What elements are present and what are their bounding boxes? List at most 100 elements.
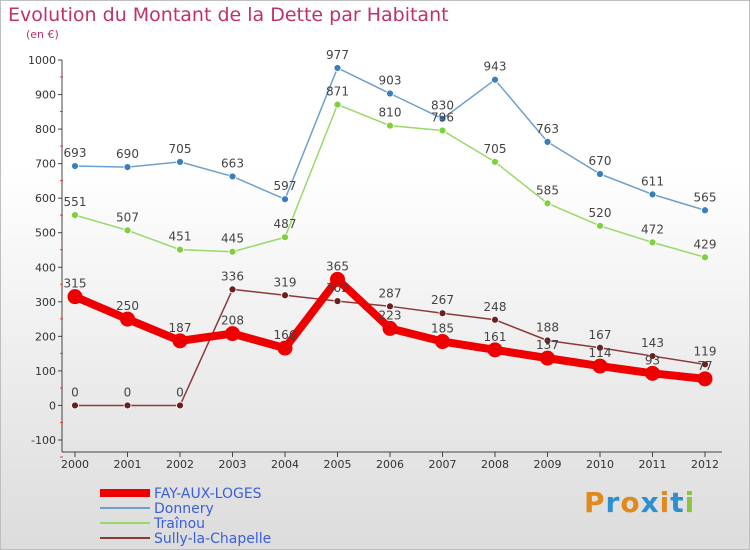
data-point [330, 271, 345, 287]
data-label: 137 [536, 338, 559, 352]
x-tick-label: 2002 [166, 458, 194, 471]
legend-label: FAY-AUX-LOGES [154, 486, 262, 502]
data-point [281, 233, 289, 242]
y-tick-label: 800 [35, 123, 56, 136]
data-label: 187 [169, 321, 192, 335]
data-label: 871 [326, 85, 349, 99]
data-point [645, 365, 660, 381]
data-label: 693 [64, 146, 87, 160]
data-point [543, 137, 552, 146]
data-point [596, 221, 604, 230]
data-label: 705 [169, 142, 192, 156]
data-point [176, 158, 184, 166]
data-point [71, 401, 79, 410]
data-label: 0 [71, 385, 79, 399]
chart-title: Evolution du Montant de la Dette par Hab… [8, 4, 449, 26]
data-label: 188 [536, 321, 559, 335]
x-tick-label: 2001 [114, 458, 142, 471]
x-tick-label: 2011 [639, 458, 667, 471]
data-point [543, 199, 552, 208]
y-tick-label: 700 [35, 158, 56, 171]
logo-letter: x [640, 486, 660, 519]
data-point [596, 343, 604, 352]
data-label: 77 [697, 359, 712, 373]
data-label: 977 [326, 48, 349, 62]
data-point [701, 206, 709, 215]
x-tick-label: 2009 [534, 458, 562, 471]
data-label: 119 [694, 344, 717, 358]
data-label: 705 [484, 142, 507, 156]
data-point [491, 315, 499, 324]
data-point [228, 172, 237, 181]
chart-unit: (en €) [26, 28, 59, 41]
data-label: 248 [484, 300, 507, 314]
y-tick-label: 200 [35, 330, 56, 343]
data-label: 451 [169, 230, 192, 244]
data-label: 302 [326, 281, 349, 295]
data-point [281, 291, 289, 300]
data-point [491, 158, 499, 166]
y-tick-label: 100 [35, 365, 56, 378]
data-point [71, 211, 79, 220]
data-label: 223 [379, 308, 402, 322]
data-point [123, 226, 132, 235]
data-point [225, 326, 240, 342]
data-label: 690 [116, 147, 139, 161]
data-label: 551 [64, 195, 87, 209]
data-point [386, 121, 394, 130]
data-point [71, 162, 79, 170]
data-point [648, 352, 657, 360]
data-label: 445 [221, 232, 244, 246]
x-tick-label: 2004 [271, 458, 299, 471]
data-point [123, 163, 132, 171]
data-label: 585 [536, 183, 559, 197]
x-tick-label: 2006 [376, 458, 404, 471]
data-point [176, 245, 184, 254]
data-point [435, 334, 450, 350]
y-tick-label: 0 [49, 399, 56, 412]
x-tick-label: 2003 [219, 458, 247, 471]
series-line-donnery [74, 67, 706, 212]
data-label: 185 [431, 322, 454, 336]
data-label: 319 [274, 275, 297, 289]
data-label: 763 [536, 122, 559, 136]
data-point [438, 309, 447, 318]
data-point [540, 350, 555, 366]
legend-label: Donnery [154, 501, 214, 517]
data-label: 365 [326, 259, 349, 273]
data-point [386, 302, 394, 311]
data-point [438, 126, 447, 135]
logo-letter: r [605, 486, 621, 519]
data-label: 487 [274, 217, 297, 231]
data-point [281, 195, 289, 204]
data-label: 670 [589, 154, 612, 168]
data-label: 810 [379, 106, 402, 120]
data-point [228, 247, 237, 256]
data-point [701, 253, 709, 262]
x-tick-label: 2012 [691, 458, 719, 471]
data-point [386, 89, 394, 98]
data-point [648, 190, 657, 199]
data-point [120, 311, 135, 327]
data-point [228, 285, 237, 294]
x-tick-label: 2010 [586, 458, 614, 471]
y-tick-label: 600 [35, 192, 56, 205]
logo-letter: i [659, 486, 671, 519]
data-point [697, 371, 713, 387]
data-point [648, 238, 657, 247]
x-tick-label: 2000 [61, 458, 89, 471]
logo-letter: o [620, 486, 641, 519]
data-point [176, 401, 184, 410]
data-point [67, 289, 83, 305]
data-label: 250 [116, 299, 139, 313]
data-label: 93 [645, 353, 660, 367]
data-label: 143 [641, 336, 664, 350]
y-tick-label: 900 [35, 89, 56, 102]
data-point [487, 342, 503, 358]
y-tick-label: 1000 [28, 54, 56, 67]
data-label: 208 [221, 314, 244, 328]
y-tick-label: 300 [35, 296, 56, 309]
data-label: 472 [641, 222, 664, 236]
legend-label: Sully-la-Chapelle [154, 531, 271, 547]
